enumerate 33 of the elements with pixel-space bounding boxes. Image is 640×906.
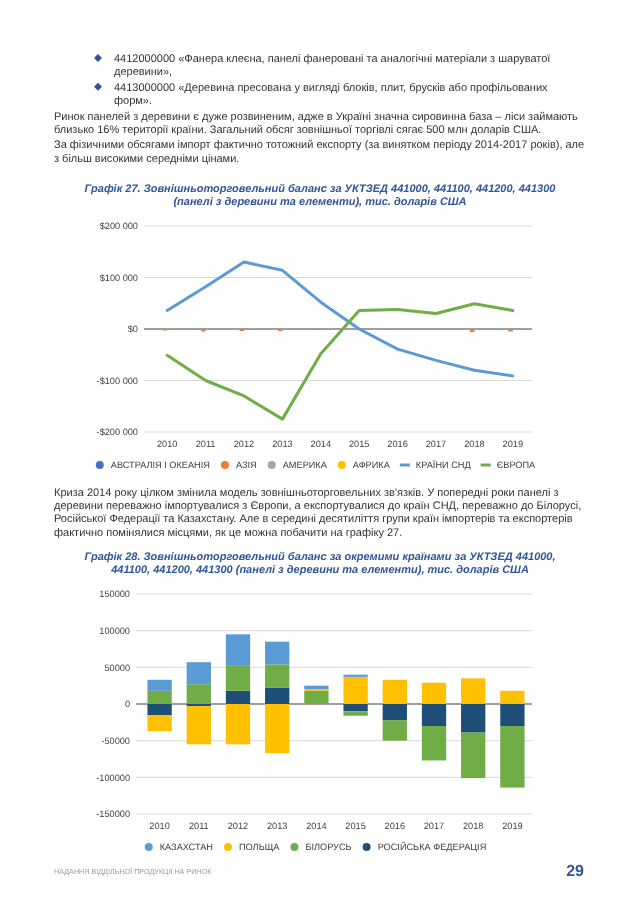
bar: [225, 665, 251, 691]
text: 29: [566, 862, 586, 880]
bar: [186, 662, 211, 685]
line-series: [165, 260, 515, 378]
bar: [265, 687, 290, 704]
bar: [225, 704, 251, 745]
bar: [147, 704, 172, 715]
bar: [147, 690, 172, 704]
bar: [265, 641, 290, 665]
bar: [186, 706, 211, 745]
bar: [421, 704, 447, 726]
bar: [147, 679, 172, 691]
bar: [461, 732, 486, 779]
bar: [421, 726, 447, 761]
bar: [382, 679, 407, 704]
bar: [304, 690, 329, 704]
bar: [500, 690, 525, 704]
bar: [421, 682, 447, 704]
bar: [186, 684, 211, 704]
bar: [461, 678, 486, 704]
bar: [265, 704, 290, 754]
bar: [225, 634, 251, 666]
bar: [500, 726, 525, 788]
bar: [225, 690, 251, 704]
bar: [147, 715, 172, 732]
bar: [265, 664, 290, 688]
line-series: [165, 302, 515, 421]
bar: [343, 704, 368, 712]
bar: [382, 704, 407, 721]
bar: [382, 720, 407, 741]
bar: [500, 704, 525, 726]
bar: [461, 704, 486, 733]
bar: [343, 676, 368, 704]
